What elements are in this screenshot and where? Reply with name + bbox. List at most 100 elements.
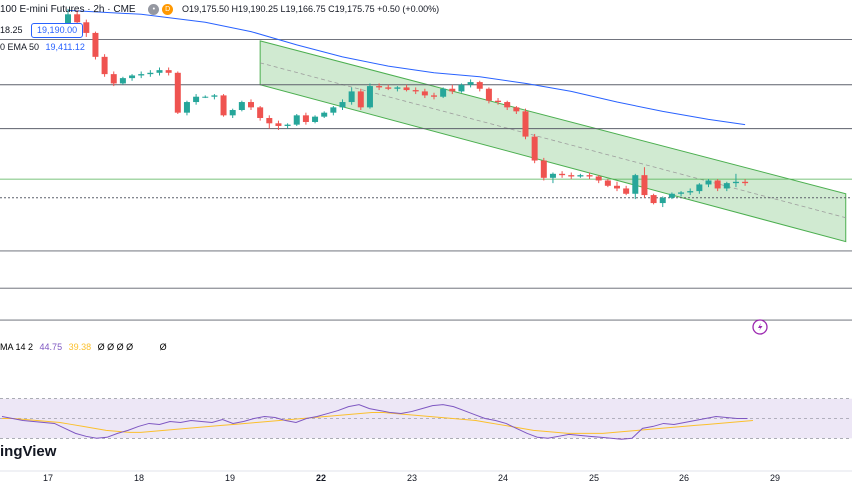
- candle: [321, 112, 328, 117]
- x-tick-label: 25: [589, 473, 599, 483]
- candle: [147, 72, 154, 75]
- candle: [156, 70, 163, 73]
- channel-midline: [260, 62, 846, 219]
- candle: [302, 115, 309, 122]
- candle: [339, 102, 346, 108]
- candle: [696, 184, 703, 192]
- candle: [668, 193, 675, 198]
- candle: [74, 14, 81, 23]
- x-tick-label: 29: [770, 473, 780, 483]
- candle: [522, 111, 529, 137]
- candle: [119, 78, 126, 84]
- candle: [266, 117, 273, 124]
- rsi-value: 44.75: [39, 342, 63, 352]
- candle: [431, 95, 437, 97]
- price-pill[interactable]: 19,190.00: [31, 23, 84, 38]
- candle: [229, 110, 236, 116]
- candle: [714, 180, 721, 189]
- candle: [495, 100, 502, 103]
- candle: [485, 88, 492, 101]
- x-tick-label: 23: [407, 473, 417, 483]
- rsi-label: MA 14 2: [0, 342, 34, 352]
- chart-header: 100 E-mini Futures · 2h · CME • D O19,17…: [0, 4, 439, 15]
- candle: [513, 107, 520, 112]
- candle: [366, 86, 373, 108]
- candle: [211, 95, 218, 97]
- candle: [412, 90, 419, 92]
- lightning-icon[interactable]: [752, 319, 768, 335]
- candle: [568, 175, 575, 177]
- candle: [101, 56, 108, 75]
- price-pane: [0, 8, 852, 321]
- candle: [531, 136, 538, 161]
- rsi-zero: Ø: [159, 342, 167, 352]
- session-dot-icon: •: [148, 4, 160, 15]
- candle: [348, 91, 355, 103]
- candle: [248, 102, 254, 108]
- tradingview-watermark: ingView: [0, 443, 57, 460]
- x-tick-label: 26: [679, 473, 689, 483]
- rsi-line: [1, 404, 748, 440]
- candle: [110, 74, 117, 84]
- candle: [723, 183, 730, 189]
- candle: [623, 188, 630, 194]
- candle: [330, 107, 337, 113]
- candle: [92, 32, 99, 57]
- candle: [385, 87, 392, 89]
- rsi-ma-value: 39.38: [68, 342, 92, 352]
- candle: [604, 180, 611, 186]
- candle: [174, 72, 181, 113]
- x-tick-label: 17: [43, 473, 53, 483]
- ema-label: 0 EMA 50: [0, 42, 40, 52]
- candle: [659, 197, 666, 204]
- candle: [357, 91, 364, 108]
- candle: [650, 195, 657, 204]
- candle: [458, 84, 465, 92]
- ema50-line: [67, 9, 746, 126]
- candle: [678, 192, 685, 194]
- candle: [559, 173, 566, 176]
- candle: [193, 96, 200, 103]
- candle: [312, 116, 319, 122]
- candle: [238, 102, 245, 111]
- symbol-title[interactable]: 100 E-mini Futures · 2h · CME: [0, 4, 136, 16]
- delayed-badge[interactable]: D: [162, 4, 174, 15]
- rsi-ma-line: [2, 412, 753, 434]
- candle: [376, 86, 383, 88]
- candle: [138, 74, 145, 76]
- x-tick-label: 18: [134, 473, 144, 483]
- ohlc-readout: O19,175.50 H19,190.25 L19,166.75 C19,175…: [181, 4, 440, 15]
- candle: [504, 102, 511, 108]
- price-readout-line: 18.25 19,190.00: [0, 23, 84, 38]
- x-tick-label: 24: [498, 473, 508, 483]
- candle: [577, 175, 584, 177]
- candle: [687, 191, 694, 193]
- candle: [732, 181, 739, 184]
- candle: [403, 87, 410, 91]
- price-left: 18.25: [0, 25, 23, 35]
- candle: [65, 14, 71, 24]
- x-tick-label: 19: [225, 473, 235, 483]
- candle: [540, 160, 547, 178]
- candle: [440, 88, 447, 97]
- candle: [467, 82, 474, 85]
- candle: [421, 91, 428, 96]
- candle: [275, 123, 282, 126]
- candle: [742, 181, 749, 184]
- candle: [165, 70, 172, 73]
- candle: [394, 87, 401, 89]
- candle: [284, 124, 291, 126]
- x-tick-label: 22: [316, 473, 326, 483]
- candle: [83, 22, 90, 33]
- ema-legend[interactable]: 0 EMA 50 19,411.12: [0, 42, 85, 52]
- x-axis: 17 18 19 22 23 24 25 26 29: [0, 470, 852, 483]
- ema-value: 19,411.12: [45, 42, 85, 52]
- candle: [476, 82, 483, 89]
- rsi-legend[interactable]: MA 14 2 44.75 39.38 Ø Ø Ø Ø Ø: [0, 342, 167, 352]
- candle: [549, 173, 556, 178]
- candle: [586, 175, 593, 177]
- candle: [220, 95, 227, 116]
- candle: [293, 115, 300, 125]
- candle: [614, 185, 620, 189]
